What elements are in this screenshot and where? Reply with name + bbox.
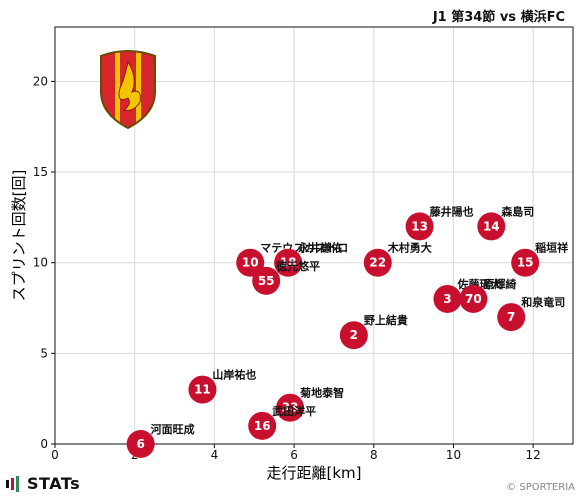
point-label: 稲垣祥	[535, 241, 568, 255]
point-number: 55	[258, 274, 275, 288]
point-marker	[497, 303, 526, 332]
point-label: 森島司	[501, 204, 534, 218]
point-marker	[274, 248, 303, 277]
point-marker	[459, 284, 488, 313]
point-number: 18	[280, 256, 297, 270]
y-tick-label: 10	[33, 256, 48, 270]
copyright: © SPORTERIA	[506, 482, 575, 493]
point-number: 15	[517, 256, 534, 270]
point-number: 14	[483, 219, 500, 233]
y-tick-label: 0	[40, 437, 48, 451]
x-tick-label: 10	[446, 448, 461, 462]
plot-frame	[54, 26, 574, 445]
point-marker	[511, 248, 540, 277]
point-number: 22	[369, 256, 386, 270]
data-point: 2 野上結貴	[339, 313, 408, 350]
data-point: 7 和泉竜司	[497, 295, 565, 332]
point-label: 永井謙佑	[297, 241, 342, 255]
point-label: 和泉竜司	[521, 295, 565, 309]
point-label: 山岸祐也	[212, 368, 256, 382]
x-tick-label: 4	[211, 448, 219, 462]
point-number: 2	[350, 328, 358, 342]
point-label: 河面旺成	[151, 422, 195, 436]
grampus-motif	[118, 60, 141, 111]
x-tick-label: 12	[526, 448, 541, 462]
axis-ticks: 0 2 4 6 8 10 12 0 5 10 15 20	[33, 74, 541, 462]
chart-title: J1 第34節 vs 横浜FC	[432, 10, 565, 25]
point-number: 6	[136, 437, 144, 451]
point-label: 武田洋平	[272, 404, 316, 418]
point-number: 33	[282, 401, 299, 415]
point-marker	[433, 284, 462, 313]
point-label: 木村勇大	[387, 241, 432, 255]
brand-name: STATs	[27, 474, 81, 493]
point-number: 11	[194, 383, 211, 397]
x-tick-label: 0	[51, 448, 59, 462]
x-axis-label: 走行距離[km]	[266, 464, 361, 482]
point-marker	[188, 375, 217, 404]
point-marker	[363, 248, 392, 277]
point-marker	[248, 411, 277, 440]
point-marker	[252, 266, 281, 295]
y-tick-label: 15	[33, 165, 48, 179]
stats-logo: STATs	[6, 474, 80, 493]
point-number: 16	[254, 419, 271, 433]
point-marker	[477, 212, 506, 241]
point-number: 13	[411, 219, 428, 233]
point-marker	[339, 321, 368, 350]
point-marker	[236, 248, 265, 277]
point-label: 野上結貴	[364, 313, 408, 327]
shield-border	[100, 50, 156, 130]
x-tick-label: 8	[370, 448, 378, 462]
x-tick-label: 6	[290, 448, 298, 462]
y-axis-label: スプリント回数[回]	[10, 170, 28, 302]
point-label: 藤井陽也	[430, 204, 474, 218]
point-marker	[126, 430, 155, 458]
point-label: 原輝綺	[483, 277, 516, 291]
point-number: 70	[465, 292, 482, 306]
point-marker	[405, 212, 434, 241]
point-number: 3	[443, 292, 451, 306]
data-points: 13藤井陽也14森島司10マテウスカストロ18永井謙佑22木村勇大15稲垣祥55…	[126, 204, 568, 458]
data-point: 6 河面旺成	[126, 422, 195, 458]
point-label: 徳元悠平	[275, 259, 320, 273]
y-tick-label: 5	[40, 346, 48, 360]
point-number: 7	[507, 310, 515, 324]
point-label: 菊地泰智	[300, 386, 344, 400]
shield-emblem-icon	[100, 50, 156, 130]
point-number: 10	[242, 256, 259, 270]
y-tick-label: 20	[33, 74, 48, 88]
point-marker	[276, 393, 305, 422]
